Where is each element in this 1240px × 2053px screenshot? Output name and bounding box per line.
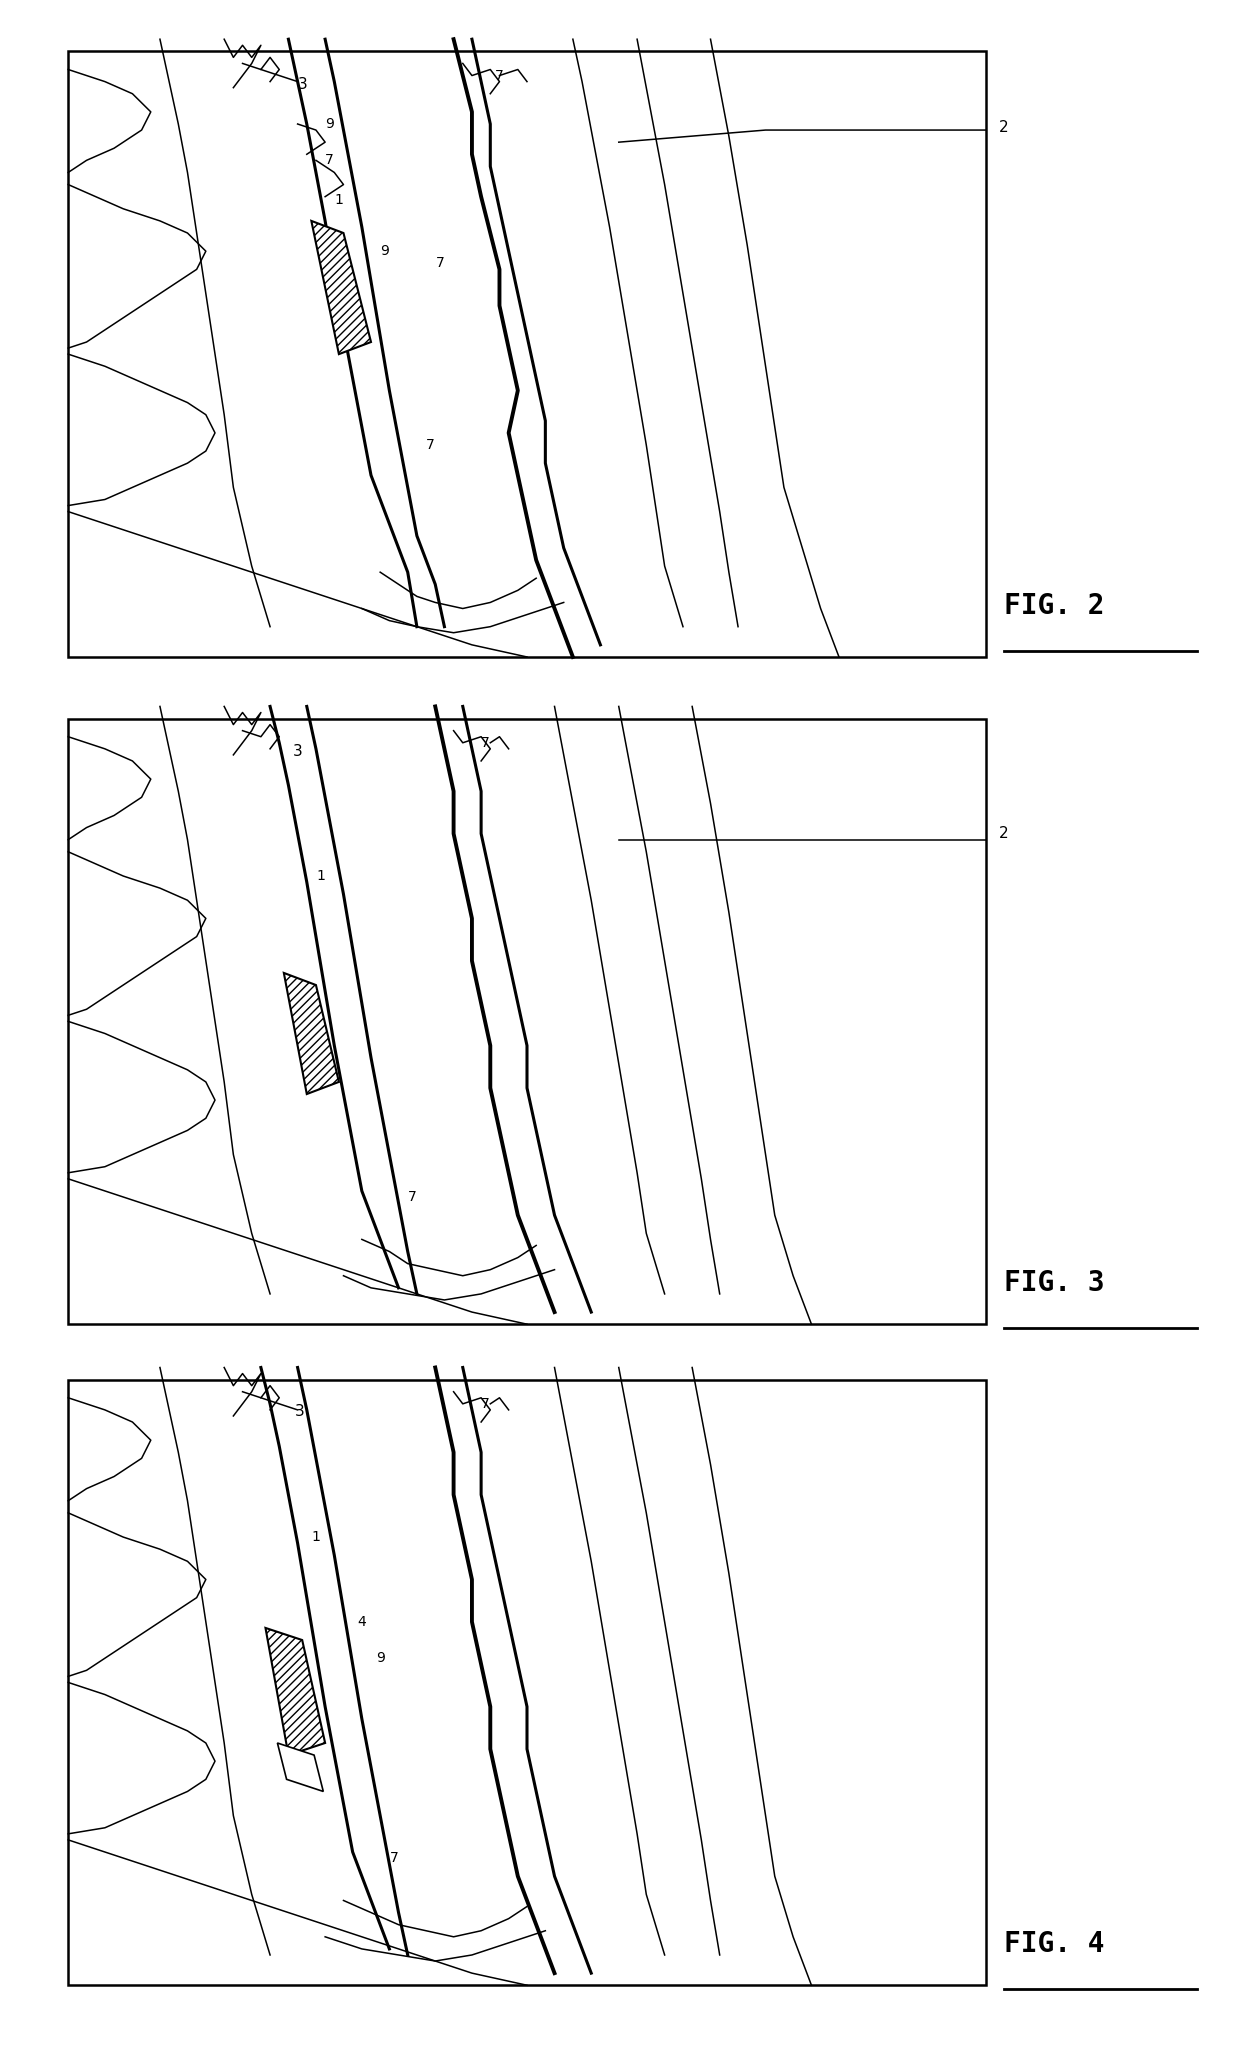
Text: 1: 1 bbox=[311, 1529, 320, 1544]
Text: 3: 3 bbox=[293, 745, 303, 760]
Text: FIG. 4: FIG. 4 bbox=[1004, 1930, 1105, 1959]
Bar bbox=[68, 51, 986, 657]
Text: 2: 2 bbox=[999, 119, 1009, 135]
Text: 9: 9 bbox=[381, 244, 389, 259]
Text: 3: 3 bbox=[298, 78, 308, 92]
Text: 2: 2 bbox=[999, 825, 1009, 842]
Text: 3: 3 bbox=[295, 1404, 304, 1419]
Bar bbox=[68, 1380, 986, 1985]
Text: 7: 7 bbox=[408, 1191, 417, 1203]
Text: 7: 7 bbox=[427, 437, 435, 452]
Text: 7: 7 bbox=[435, 257, 444, 271]
Text: FIG. 2: FIG. 2 bbox=[1004, 591, 1105, 620]
Text: FIG. 3: FIG. 3 bbox=[1004, 1269, 1105, 1297]
Polygon shape bbox=[278, 1743, 324, 1792]
Polygon shape bbox=[311, 222, 371, 353]
Text: 1: 1 bbox=[335, 193, 343, 207]
Polygon shape bbox=[265, 1628, 325, 1755]
Text: 7: 7 bbox=[481, 1396, 490, 1410]
Text: 7: 7 bbox=[481, 735, 490, 749]
Text: 7: 7 bbox=[495, 68, 503, 82]
Text: 9: 9 bbox=[376, 1651, 384, 1665]
Text: 7: 7 bbox=[389, 1852, 398, 1864]
Polygon shape bbox=[284, 973, 339, 1094]
Text: 9: 9 bbox=[325, 117, 334, 131]
Text: 1: 1 bbox=[316, 868, 325, 883]
Text: 7: 7 bbox=[325, 154, 334, 168]
Text: 4: 4 bbox=[357, 1616, 366, 1628]
Bar bbox=[68, 719, 986, 1324]
